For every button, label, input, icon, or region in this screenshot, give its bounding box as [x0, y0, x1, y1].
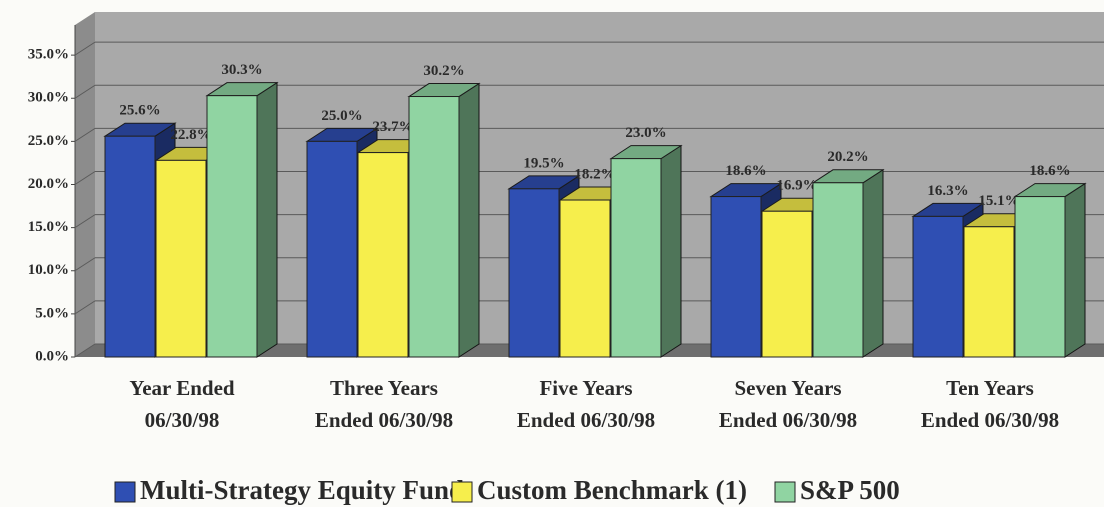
- bar: [306, 140, 358, 358]
- value-label: 30.2%: [423, 63, 464, 79]
- bar: [408, 96, 460, 358]
- y-tick-label: 10.0%: [28, 262, 69, 278]
- y-tick-label: 35.0%: [28, 47, 69, 63]
- legend-label: Multi-Strategy Equity Fund: [140, 475, 464, 505]
- y-tick-label: 15.0%: [28, 219, 69, 235]
- grid-line-side: [74, 257, 96, 272]
- value-label: 16.9%: [776, 178, 817, 194]
- x-tick-label: Ended 06/30/98: [719, 408, 857, 432]
- x-tick-label: Ended 06/30/98: [517, 408, 655, 432]
- x-tick-label: 06/30/98: [145, 408, 220, 432]
- bar: [812, 182, 864, 358]
- grid-line-side: [74, 214, 96, 229]
- value-label: 22.8%: [170, 127, 211, 143]
- bar: [963, 226, 1015, 358]
- bar: [155, 159, 207, 358]
- value-label: 20.2%: [827, 149, 868, 165]
- value-label: 16.3%: [927, 183, 968, 199]
- value-label: 30.3%: [221, 62, 262, 78]
- bar: [104, 135, 156, 358]
- bar: [761, 210, 813, 358]
- y-tick-label: 25.0%: [28, 133, 69, 149]
- bar-side: [660, 144, 682, 358]
- bar: [357, 152, 409, 358]
- grid-line-side: [74, 41, 96, 56]
- legend-swatch: [114, 481, 136, 503]
- grid-line-side: [74, 84, 96, 99]
- bar: [508, 188, 560, 358]
- bar: [610, 158, 662, 358]
- x-tick-label: Three Years: [330, 376, 438, 400]
- bar: [1014, 196, 1066, 358]
- grid-line-side: [74, 127, 96, 142]
- value-label: 18.6%: [1029, 163, 1070, 179]
- bar-side: [862, 168, 884, 358]
- legend-swatch: [451, 481, 473, 503]
- legend-label: S&P 500: [800, 475, 900, 505]
- x-tick-label: Ended 06/30/98: [921, 408, 1059, 432]
- bar: [559, 199, 611, 358]
- grid-line-side: [74, 343, 96, 358]
- bar: [912, 215, 964, 358]
- value-label: 15.1%: [978, 193, 1019, 209]
- bar-side: [256, 81, 278, 358]
- x-tick-label: Seven Years: [734, 376, 841, 400]
- side-wall: [75, 12, 95, 357]
- x-tick-label: Ended 06/30/98: [315, 408, 453, 432]
- value-label: 23.0%: [625, 125, 666, 141]
- y-tick-label: 5.0%: [35, 305, 69, 321]
- x-tick-label: Five Years: [539, 376, 632, 400]
- grid-line-side: [74, 300, 96, 315]
- value-label: 18.2%: [574, 166, 615, 182]
- value-label: 25.0%: [321, 108, 362, 124]
- legend-swatch: [774, 481, 796, 503]
- bar: [710, 196, 762, 358]
- x-tick-label: Year Ended: [129, 376, 235, 400]
- value-label: 23.7%: [372, 119, 413, 135]
- bar-side: [1064, 182, 1086, 358]
- grid-line-side: [74, 171, 96, 185]
- y-tick-label: 0.0%: [35, 348, 69, 364]
- value-label: 19.5%: [523, 155, 564, 171]
- bar: [206, 95, 258, 358]
- value-label: 18.6%: [725, 163, 766, 179]
- y-tick-label: 20.0%: [28, 176, 69, 192]
- legend-label: Custom Benchmark (1): [477, 475, 747, 505]
- bar-side: [458, 82, 480, 358]
- x-tick-label: Ten Years: [946, 376, 1034, 400]
- value-label: 25.6%: [119, 103, 160, 119]
- y-tick-label: 30.0%: [28, 90, 69, 106]
